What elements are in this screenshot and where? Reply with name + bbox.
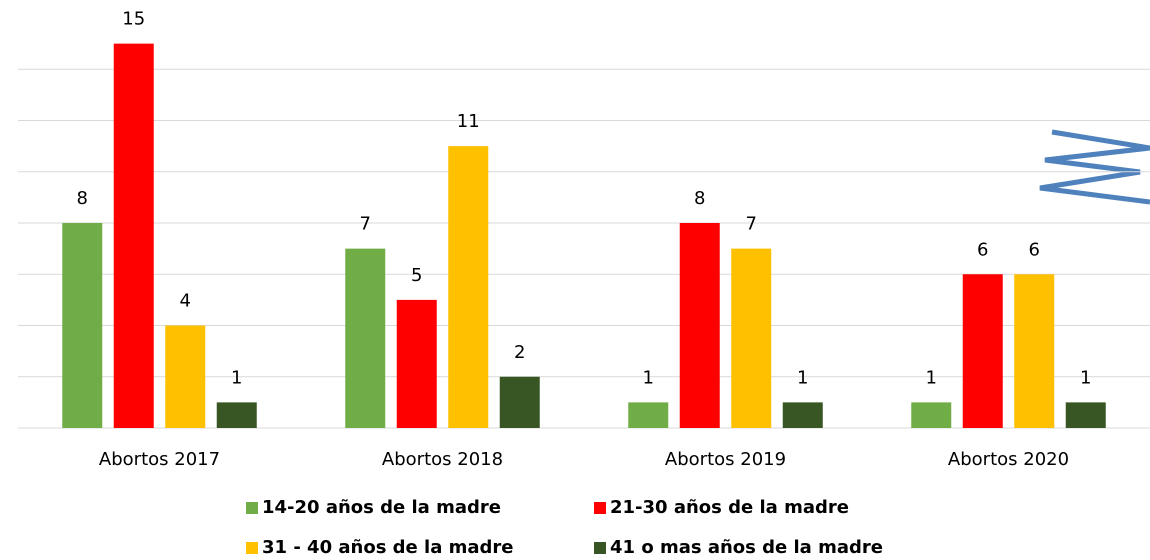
bar bbox=[1014, 274, 1054, 428]
value-label: 1 bbox=[926, 367, 937, 388]
value-label: 6 bbox=[1029, 239, 1040, 260]
legend-label: 21-30 años de la madre bbox=[610, 497, 849, 518]
value-label: 2 bbox=[514, 342, 525, 363]
value-label: 5 bbox=[411, 265, 422, 286]
value-label: 1 bbox=[643, 367, 654, 388]
value-label: 6 bbox=[977, 239, 988, 260]
legend-label: 31 - 40 años de la madre bbox=[262, 537, 514, 558]
bar bbox=[217, 402, 257, 428]
bar bbox=[62, 223, 102, 428]
bar bbox=[731, 249, 771, 428]
value-label: 15 bbox=[122, 9, 145, 30]
bar bbox=[963, 274, 1003, 428]
bar bbox=[448, 146, 488, 428]
legend-swatch bbox=[246, 542, 258, 554]
x-tick-label: Abortos 2020 bbox=[948, 449, 1069, 470]
legend-label: 14-20 años de la madre bbox=[262, 497, 501, 518]
legend-swatch bbox=[594, 542, 606, 554]
bar bbox=[628, 402, 668, 428]
bar bbox=[165, 326, 205, 429]
x-tick-label: Abortos 2018 bbox=[382, 449, 503, 470]
chart: Abortos 201781541Abortos 201875112Aborto… bbox=[0, 0, 1150, 560]
bar bbox=[911, 402, 951, 428]
value-label: 1 bbox=[1080, 367, 1091, 388]
value-label: 7 bbox=[360, 214, 371, 235]
bar bbox=[783, 402, 823, 428]
value-label: 4 bbox=[180, 291, 191, 312]
bar bbox=[1066, 402, 1106, 428]
bar bbox=[680, 223, 720, 428]
value-label: 11 bbox=[457, 111, 480, 132]
value-label: 8 bbox=[694, 188, 705, 209]
bar bbox=[114, 44, 154, 428]
scribble bbox=[1040, 132, 1150, 202]
legend-label: 41 o mas años de la madre bbox=[610, 537, 883, 558]
bar bbox=[500, 377, 540, 428]
value-label: 7 bbox=[746, 214, 757, 235]
x-tick-label: Abortos 2017 bbox=[99, 449, 220, 470]
legend-swatch bbox=[246, 502, 258, 514]
value-label: 1 bbox=[797, 367, 808, 388]
x-tick-label: Abortos 2019 bbox=[665, 449, 786, 470]
legend-swatch bbox=[594, 502, 606, 514]
bar bbox=[397, 300, 437, 428]
value-label: 8 bbox=[77, 188, 88, 209]
bar bbox=[345, 249, 385, 428]
value-label: 1 bbox=[231, 367, 242, 388]
